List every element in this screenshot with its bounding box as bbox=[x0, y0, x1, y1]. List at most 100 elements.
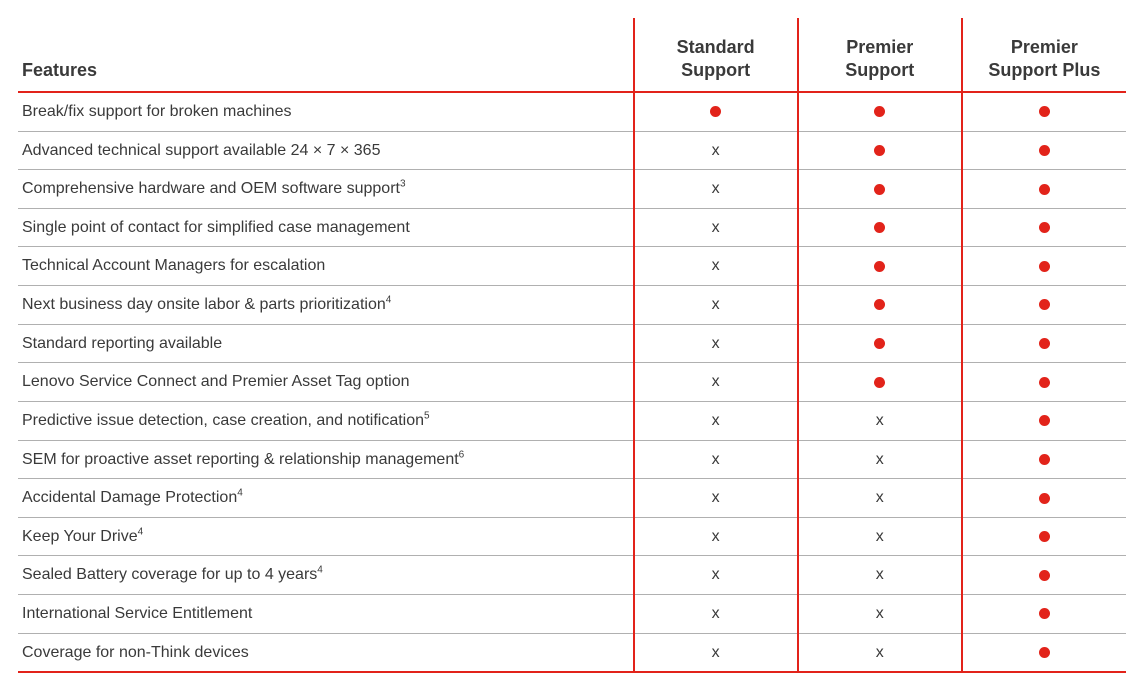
included-dot-icon bbox=[874, 106, 885, 117]
plan-cell bbox=[798, 92, 962, 131]
included-dot-icon bbox=[1039, 222, 1050, 233]
header-plan-premier-plus: Premier Support Plus bbox=[962, 18, 1126, 92]
plan-cell bbox=[798, 247, 962, 286]
plan-cell: x bbox=[634, 286, 798, 325]
header-plan-premier: Premier Support bbox=[798, 18, 962, 92]
included-dot-icon bbox=[1039, 608, 1050, 619]
plan-cell: x bbox=[634, 401, 798, 440]
footnote-ref: 6 bbox=[459, 449, 465, 460]
not-included-x-icon: x bbox=[712, 410, 720, 432]
header-plan-line: Support Plus bbox=[967, 59, 1122, 82]
not-included-x-icon: x bbox=[876, 564, 884, 586]
plan-cell: x bbox=[798, 517, 962, 556]
not-included-x-icon: x bbox=[712, 255, 720, 277]
not-included-x-icon: x bbox=[876, 642, 884, 664]
included-dot-icon bbox=[1039, 570, 1050, 581]
feature-cell: Advanced technical support available 24 … bbox=[18, 131, 634, 170]
included-dot-icon bbox=[874, 184, 885, 195]
table-row: Single point of contact for simplified c… bbox=[18, 208, 1126, 247]
feature-cell: Accidental Damage Protection4 bbox=[18, 479, 634, 518]
included-dot-icon bbox=[1039, 415, 1050, 426]
feature-cell: Single point of contact for simplified c… bbox=[18, 208, 634, 247]
included-dot-icon bbox=[874, 261, 885, 272]
plan-cell: x bbox=[634, 247, 798, 286]
plan-cell bbox=[962, 595, 1126, 634]
feature-cell: Lenovo Service Connect and Premier Asset… bbox=[18, 363, 634, 402]
included-dot-icon bbox=[710, 106, 721, 117]
feature-cell: Sealed Battery coverage for up to 4 year… bbox=[18, 556, 634, 595]
comparison-table-wrap: Features Standard Support Premier Suppor… bbox=[18, 18, 1126, 673]
plan-cell: x bbox=[634, 208, 798, 247]
table-row: Predictive issue detection, case creatio… bbox=[18, 401, 1126, 440]
included-dot-icon bbox=[1039, 454, 1050, 465]
plan-cell: x bbox=[634, 556, 798, 595]
table-row: Break/fix support for broken machines bbox=[18, 92, 1126, 131]
feature-cell: Coverage for non-Think devices bbox=[18, 633, 634, 672]
feature-cell: Comprehensive hardware and OEM software … bbox=[18, 170, 634, 209]
header-plan-line: Support bbox=[639, 59, 793, 82]
plan-cell: x bbox=[634, 170, 798, 209]
included-dot-icon bbox=[1039, 184, 1050, 195]
footnote-ref: 4 bbox=[237, 488, 243, 499]
table-row: Advanced technical support available 24 … bbox=[18, 131, 1126, 170]
plan-cell: x bbox=[634, 595, 798, 634]
header-plan-line: Premier bbox=[803, 36, 957, 59]
included-dot-icon bbox=[1039, 106, 1050, 117]
feature-cell: Predictive issue detection, case creatio… bbox=[18, 401, 634, 440]
not-included-x-icon: x bbox=[712, 526, 720, 548]
plan-cell bbox=[798, 286, 962, 325]
plan-cell bbox=[962, 363, 1126, 402]
table-row: Technical Account Managers for escalatio… bbox=[18, 247, 1126, 286]
included-dot-icon bbox=[874, 338, 885, 349]
included-dot-icon bbox=[1039, 493, 1050, 504]
feature-cell: Keep Your Drive4 bbox=[18, 517, 634, 556]
feature-cell: Break/fix support for broken machines bbox=[18, 92, 634, 131]
plan-cell bbox=[962, 556, 1126, 595]
footnote-ref: 3 bbox=[400, 179, 406, 190]
plan-cell: x bbox=[634, 324, 798, 363]
not-included-x-icon: x bbox=[876, 526, 884, 548]
footnote-ref: 4 bbox=[386, 295, 392, 306]
plan-cell: x bbox=[798, 401, 962, 440]
not-included-x-icon: x bbox=[876, 410, 884, 432]
plan-cell: x bbox=[634, 633, 798, 672]
plan-cell bbox=[962, 479, 1126, 518]
footnote-ref: 4 bbox=[317, 565, 323, 576]
plan-cell bbox=[962, 131, 1126, 170]
included-dot-icon bbox=[874, 222, 885, 233]
plan-cell: x bbox=[634, 440, 798, 479]
plan-cell bbox=[798, 170, 962, 209]
plan-cell: x bbox=[634, 479, 798, 518]
table-header-row: Features Standard Support Premier Suppor… bbox=[18, 18, 1126, 92]
included-dot-icon bbox=[874, 145, 885, 156]
table-row: SEM for proactive asset reporting & rela… bbox=[18, 440, 1126, 479]
header-plan-line: Standard bbox=[639, 36, 793, 59]
plan-cell bbox=[962, 633, 1126, 672]
plan-cell bbox=[962, 247, 1126, 286]
not-included-x-icon: x bbox=[876, 603, 884, 625]
plan-cell: x bbox=[634, 517, 798, 556]
included-dot-icon bbox=[1039, 647, 1050, 658]
table-row: Accidental Damage Protection4xx bbox=[18, 479, 1126, 518]
not-included-x-icon: x bbox=[876, 487, 884, 509]
table-row: Next business day onsite labor & parts p… bbox=[18, 286, 1126, 325]
plan-cell bbox=[962, 170, 1126, 209]
plan-cell bbox=[962, 92, 1126, 131]
included-dot-icon bbox=[874, 377, 885, 388]
plan-cell: x bbox=[634, 131, 798, 170]
not-included-x-icon: x bbox=[712, 564, 720, 586]
feature-cell: Standard reporting available bbox=[18, 324, 634, 363]
included-dot-icon bbox=[1039, 338, 1050, 349]
feature-cell: Technical Account Managers for escalatio… bbox=[18, 247, 634, 286]
plan-cell bbox=[962, 440, 1126, 479]
plan-cell bbox=[962, 286, 1126, 325]
plan-cell bbox=[798, 208, 962, 247]
feature-cell: International Service Entitlement bbox=[18, 595, 634, 634]
table-row: Keep Your Drive4 x x bbox=[18, 517, 1126, 556]
table-row: Sealed Battery coverage for up to 4 year… bbox=[18, 556, 1126, 595]
plan-cell: x bbox=[634, 363, 798, 402]
plan-cell bbox=[634, 92, 798, 131]
plan-cell bbox=[962, 401, 1126, 440]
not-included-x-icon: x bbox=[712, 371, 720, 393]
table-row: International Service Entitlementxx bbox=[18, 595, 1126, 634]
